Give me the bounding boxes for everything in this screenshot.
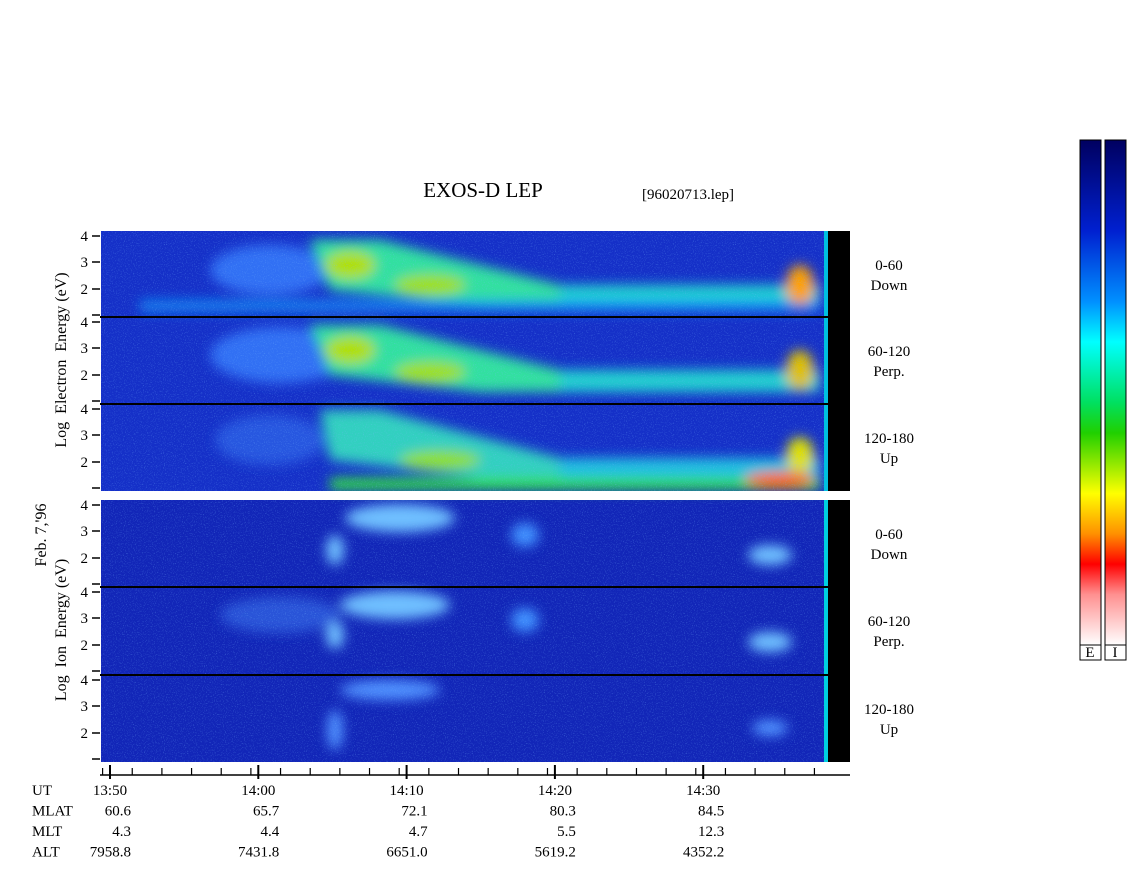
y-tick-label: 2 <box>81 638 89 654</box>
orbit-value: 7958.8 <box>90 845 131 861</box>
y-tick-label: 3 <box>81 699 89 715</box>
colorbar-label-box <box>1104 644 1127 661</box>
electron-axis-label: Log Electron Energy (eV) <box>53 272 70 447</box>
date: Feb. 7,'96 <box>33 504 50 567</box>
y-tick-label: 2 <box>81 368 89 384</box>
y-tick-label: 3 <box>81 524 89 540</box>
orbit-value: 65.7 <box>253 804 280 820</box>
y-tick-label: 3 <box>81 255 89 271</box>
y-tick-label: 3 <box>81 341 89 357</box>
channel-label: Up <box>880 722 898 738</box>
orbit-value: 84.5 <box>698 804 724 820</box>
channel-label: Down <box>871 547 908 563</box>
edge-stripe <box>824 231 828 491</box>
y-tick-label: 4 <box>81 315 89 331</box>
row-label: UT <box>32 783 52 799</box>
orbit-value: 4.3 <box>112 824 131 840</box>
row-label: MLAT <box>32 804 73 820</box>
time-label: 13:50 <box>93 783 127 799</box>
channel-label: 60-120 <box>868 614 911 630</box>
no-data <box>828 231 850 491</box>
orbit-value: 12.3 <box>698 824 724 840</box>
colorbar <box>1079 139 1102 646</box>
channel-label: Down <box>871 278 908 294</box>
channel-label: Perp. <box>873 364 904 380</box>
time-label: 14:30 <box>686 783 720 799</box>
y-tick-label: 4 <box>81 229 89 245</box>
panel-dividers <box>100 316 850 676</box>
time-label: 14:20 <box>538 783 572 799</box>
channel-label: 0-60 <box>875 527 903 543</box>
y-tick-label: 2 <box>81 551 89 567</box>
row-label: MLT <box>32 824 62 840</box>
y-tick-label: 3 <box>81 428 89 444</box>
orbit-value: 4.4 <box>261 824 280 840</box>
channel-label: 120-180 <box>864 431 914 447</box>
orbit-value: 7431.8 <box>238 845 279 861</box>
orbit-value: 5.5 <box>557 824 576 840</box>
no-data <box>828 500 850 762</box>
channel-label: 60-120 <box>868 344 911 360</box>
y-tick-label: 2 <box>81 455 89 471</box>
orbit-value: 72.1 <box>401 804 427 820</box>
edge-stripe <box>824 500 828 762</box>
colorbar <box>1104 139 1127 646</box>
channel-label: Perp. <box>873 634 904 650</box>
y-tick-label: 4 <box>81 673 89 689</box>
title: EXOS-D LEP <box>423 178 543 202</box>
y-tick-label: 4 <box>81 585 89 601</box>
orbit-value: 4352.2 <box>683 845 724 861</box>
y-tick-label: 4 <box>81 402 89 418</box>
colorbar-label-box <box>1079 644 1102 661</box>
row-label: ALT <box>32 845 60 861</box>
orbit-value: 6651.0 <box>386 845 427 861</box>
colorbar-label: I <box>1113 645 1118 661</box>
channel-label: 0-60 <box>875 258 903 274</box>
channel-label: Up <box>880 451 898 467</box>
ion-axis-label: Log Ion Energy (eV) <box>53 559 70 701</box>
colorbar-label: E <box>1085 645 1094 661</box>
y-tick-label: 3 <box>81 611 89 627</box>
orbit-value: 60.6 <box>105 804 132 820</box>
y-tick-label: 2 <box>81 726 89 742</box>
orbit-value: 80.3 <box>550 804 576 820</box>
time-label: 14:00 <box>241 783 275 799</box>
panel-gap <box>100 491 852 500</box>
y-tick-label: 2 <box>81 282 89 298</box>
orbit-value: 4.7 <box>409 824 428 840</box>
orbit-value: 5619.2 <box>535 845 576 861</box>
time-label: 14:10 <box>390 783 424 799</box>
y-tick-label: 4 <box>81 498 89 514</box>
file-name: [96020713.lep] <box>642 187 734 203</box>
channel-label: 120-180 <box>864 702 914 718</box>
